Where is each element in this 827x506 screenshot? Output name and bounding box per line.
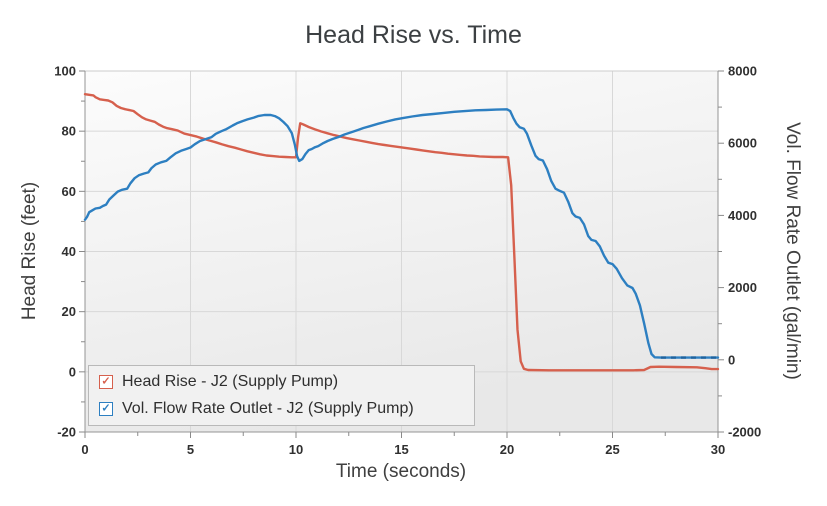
legend-label-head-rise: Head Rise - J2 (Supply Pump) [122,373,339,390]
svg-text:30: 30 [711,442,725,457]
svg-text:4000: 4000 [728,208,757,223]
y-axis-label-left: Head Rise (feet) [19,181,40,321]
svg-text:20: 20 [500,442,514,457]
legend-label-flow-rate: Vol. Flow Rate Outlet - J2 (Supply Pump) [122,400,414,417]
y-axis-label-right: Vol. Flow Rate Outlet (gal/min) [782,122,803,380]
svg-text:15: 15 [394,442,408,457]
chart-title: Head Rise vs. Time [305,21,522,49]
svg-text:0: 0 [69,364,76,379]
svg-text:0: 0 [728,352,735,367]
x-axis-label: Time (seconds) [335,461,467,482]
svg-text:-2000: -2000 [728,425,761,440]
svg-text:6000: 6000 [728,136,757,151]
svg-text:80: 80 [62,124,76,139]
svg-text:40: 40 [62,244,76,259]
svg-text:25: 25 [605,442,619,457]
svg-text:20: 20 [62,304,76,319]
svg-text:8000: 8000 [728,64,757,79]
flow-rate-checkbox[interactable]: ✓ [99,402,113,416]
checkmark-icon: ✓ [101,402,111,414]
svg-text:0: 0 [81,442,88,457]
legend-item-flow-rate[interactable]: ✓ Vol. Flow Rate Outlet - J2 (Supply Pum… [99,400,464,418]
checkmark-icon: ✓ [101,375,111,387]
legend-item-head-rise[interactable]: ✓ Head Rise - J2 (Supply Pump) [99,373,464,391]
svg-text:2000: 2000 [728,280,757,295]
svg-text:-20: -20 [57,425,76,440]
svg-text:100: 100 [54,64,76,79]
legend: ✓ Head Rise - J2 (Supply Pump) ✓ Vol. Fl… [88,365,475,426]
svg-text:5: 5 [187,442,194,457]
svg-text:60: 60 [62,184,76,199]
head-rise-checkbox[interactable]: ✓ [99,375,113,389]
svg-text:10: 10 [289,442,303,457]
